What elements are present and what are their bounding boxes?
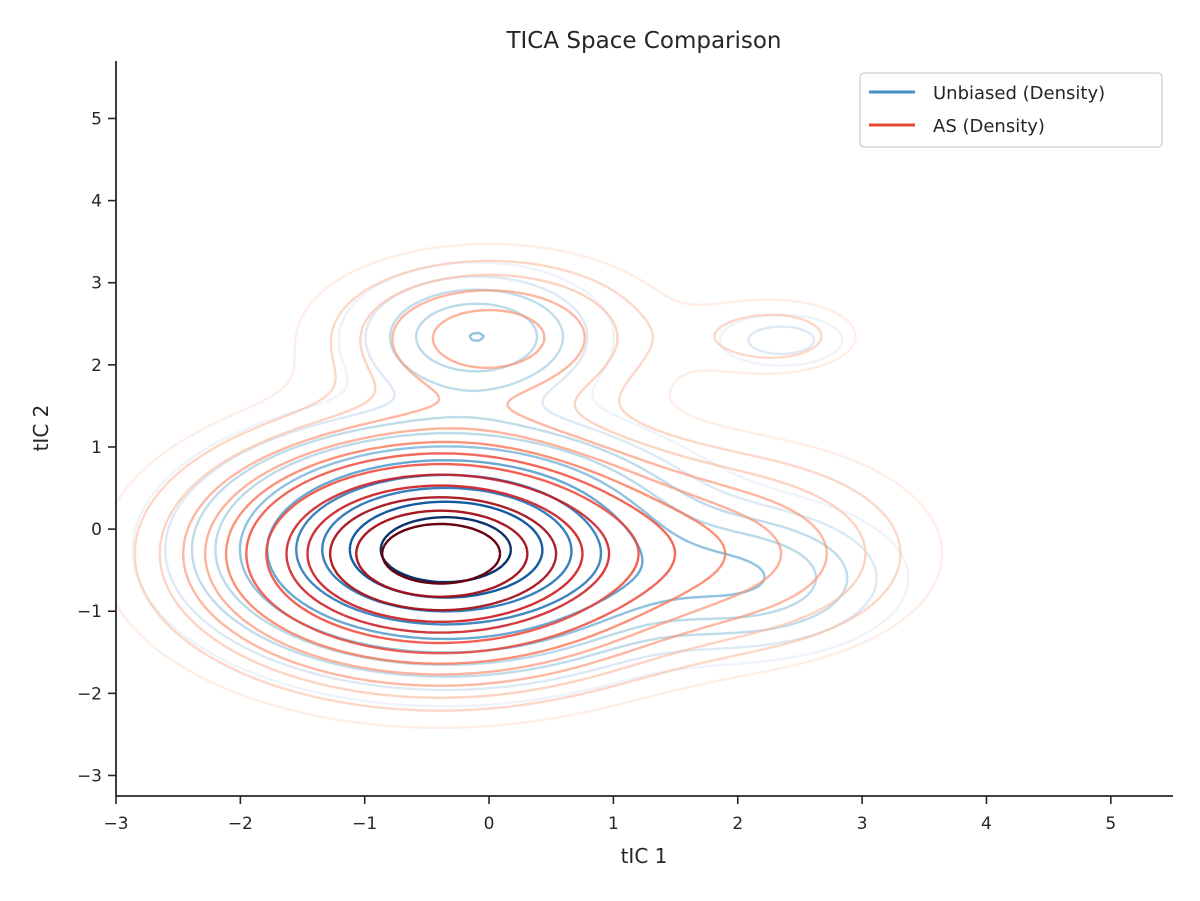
contour-as-level-1 xyxy=(114,242,944,729)
y-ticks: −3 −2 −1 0 1 2 3 4 5 xyxy=(77,109,116,786)
x-tick-label: −1 xyxy=(352,814,377,834)
contour-as-level-7 xyxy=(245,452,677,655)
x-tick-label: 0 xyxy=(484,814,495,834)
y-tick-label: 5 xyxy=(91,109,102,129)
contour-unbiased-level-2 xyxy=(164,275,878,692)
y-tick-label: −1 xyxy=(77,602,102,622)
contour-as-level-11 xyxy=(328,496,558,612)
contour-as-level-3 xyxy=(158,273,867,699)
contour-as-level-10 xyxy=(306,484,584,623)
x-tick-label: 2 xyxy=(732,814,743,834)
contour-as-level-12 xyxy=(355,509,529,598)
x-tick-label: 4 xyxy=(981,814,992,834)
x-tick-label: 1 xyxy=(608,814,619,834)
y-tick-label: −2 xyxy=(77,684,102,704)
x-tick-label: 3 xyxy=(857,814,868,834)
y-tick-label: 4 xyxy=(91,192,102,212)
contour-as-level-6 xyxy=(224,440,727,665)
plot-area xyxy=(114,242,944,729)
y-axis-label: tIC 2 xyxy=(29,405,53,452)
axes: −3 −2 −1 0 1 2 3 4 5 −3 −2 −1 0 1 2 3 4 5 xyxy=(77,61,1173,834)
contour-as-level-2 xyxy=(133,259,902,712)
y-tick-label: 0 xyxy=(91,520,102,540)
y-tick-label: 2 xyxy=(91,356,102,376)
contour-as-level-5 xyxy=(204,308,783,676)
x-tick-label: 5 xyxy=(1105,814,1116,834)
chart-title: TICA Space Comparison xyxy=(505,28,781,54)
contours-unbiased-series xyxy=(131,261,910,708)
legend-box xyxy=(859,72,1163,148)
contours-as-series xyxy=(114,242,944,729)
contour-as-level-9 xyxy=(285,473,611,634)
legend-label-as: AS (Density) xyxy=(933,116,1045,137)
x-ticks: −3 −2 −1 0 1 2 3 4 5 xyxy=(103,796,1116,834)
legend-label-unbiased: Unbiased (Density) xyxy=(933,83,1105,104)
x-tick-label: −2 xyxy=(228,814,253,834)
x-axis-label: tIC 1 xyxy=(621,844,668,868)
y-tick-label: −3 xyxy=(77,766,102,786)
legend: Unbiased (Density) AS (Density) xyxy=(859,72,1163,148)
contour-as-level-8 xyxy=(265,462,640,645)
y-tick-label: 3 xyxy=(91,274,102,294)
contour-as-level-13 xyxy=(380,522,502,585)
y-tick-label: 1 xyxy=(91,438,102,458)
x-tick-label: −3 xyxy=(103,814,128,834)
contour-as-level-4 xyxy=(182,289,828,687)
